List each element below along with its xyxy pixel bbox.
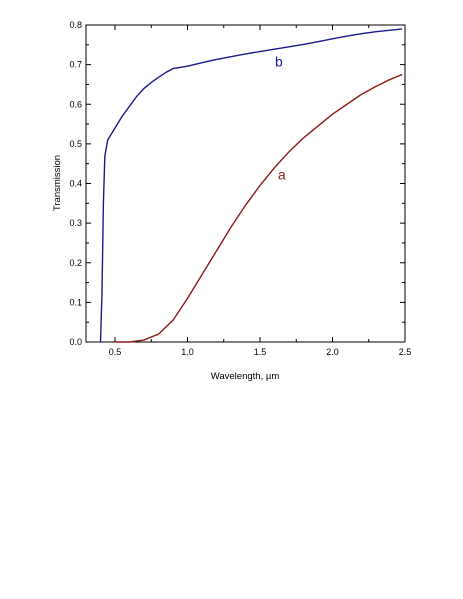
series-line-a — [115, 73, 403, 343]
y-tick-label: 0.1 — [69, 297, 82, 307]
y-tick-label: 0.5 — [69, 139, 82, 149]
plot-frame — [85, 24, 406, 343]
y-tick-label: 0.8 — [69, 20, 82, 30]
series-line-b — [99, 28, 403, 343]
x-tick-label: 2.0 — [326, 347, 339, 357]
x-tick-labels: 0.5 1.0 1.5 2.0 2.5 — [109, 347, 412, 357]
y-tick-label: 0.2 — [69, 258, 82, 268]
y-tick-label: 0.3 — [69, 218, 82, 228]
curve-label-b: b — [275, 54, 283, 70]
y-tick-label: 0.7 — [69, 60, 82, 70]
series-layer — [99, 28, 403, 343]
x-axis-title: Wavelength, µm — [211, 371, 280, 382]
y-tick-label: 0.0 — [69, 337, 82, 347]
curve-label-a: a — [278, 167, 286, 183]
x-tick-label: 2.5 — [399, 347, 412, 357]
y-axis-title: Transmission — [52, 155, 63, 211]
y-tick-labels: 0.0 0.1 0.2 0.3 0.4 0.5 0.6 0.7 0.8 — [69, 20, 82, 347]
y-tick-label: 0.6 — [69, 99, 82, 109]
axis-ticks — [86, 24, 406, 343]
y-tick-label: 0.4 — [69, 179, 82, 189]
annotation-layer: ba — [275, 54, 286, 183]
x-tick-label: 1.0 — [181, 347, 194, 357]
x-tick-label: 1.5 — [254, 347, 267, 357]
x-tick-label: 0.5 — [109, 347, 122, 357]
